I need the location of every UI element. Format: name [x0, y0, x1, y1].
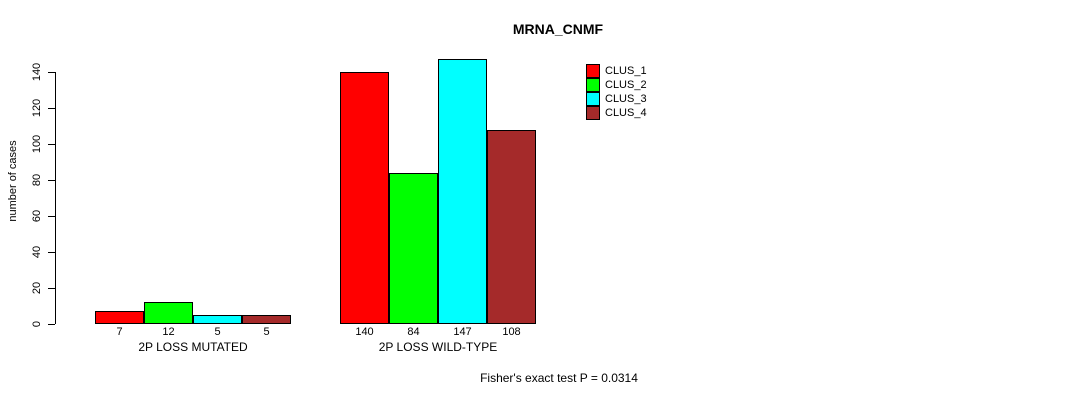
- y-tick: [48, 180, 55, 181]
- legend-label: CLUS_2: [605, 79, 647, 91]
- y-tick-label: 20: [31, 281, 43, 295]
- y-tick-label: 40: [31, 245, 43, 259]
- legend-swatch-clus_1: [586, 64, 600, 78]
- y-tick: [48, 324, 55, 325]
- bar-CLUS_4-mutated: [242, 315, 291, 324]
- bar-value-label: 84: [407, 326, 420, 338]
- y-tick: [48, 216, 55, 217]
- bar-CLUS_1-wildtype: [340, 72, 389, 324]
- bar-CLUS_4-wildtype: [487, 130, 536, 324]
- legend-item: CLUS_1: [586, 64, 647, 78]
- x-category-label: 2P LOSS WILD-TYPE: [378, 340, 498, 354]
- x-category-label: 2P LOSS MUTATED: [138, 340, 248, 354]
- bar-value-label: 147: [453, 326, 472, 338]
- chart-title: MRNA_CNMF: [512, 21, 604, 37]
- legend-item: CLUS_4: [586, 106, 647, 120]
- bar-CLUS_2-mutated: [144, 302, 193, 324]
- y-tick-label: 140: [31, 62, 43, 82]
- legend-item: CLUS_2: [586, 78, 647, 92]
- bar-CLUS_3-mutated: [193, 315, 242, 324]
- y-tick-label: 0: [31, 320, 43, 328]
- legend-swatch-clus_4: [586, 106, 600, 120]
- y-axis-label: number of cases: [7, 140, 19, 222]
- legend: CLUS_1 CLUS_2 CLUS_3 CLUS_4: [586, 64, 647, 120]
- legend-label: CLUS_4: [605, 107, 647, 119]
- bar-value-label: 7: [116, 326, 123, 338]
- bar-CLUS_3-wildtype: [438, 59, 487, 324]
- bar-value-label: 5: [214, 326, 221, 338]
- legend-label: CLUS_1: [605, 65, 647, 77]
- bar-CLUS_2-wildtype: [389, 173, 438, 324]
- y-axis-line: [55, 72, 56, 324]
- y-tick-label: 60: [31, 209, 43, 223]
- y-tick: [48, 252, 55, 253]
- bar-value-label: 12: [162, 326, 175, 338]
- bar-value-label: 140: [355, 326, 374, 338]
- y-tick: [48, 288, 55, 289]
- bar-value-label: 108: [502, 326, 521, 338]
- y-tick: [48, 72, 55, 73]
- y-tick-label: 80: [31, 173, 43, 187]
- y-tick: [48, 108, 55, 109]
- fisher-test-annotation: Fisher's exact test P = 0.0314: [480, 371, 638, 385]
- legend-swatch-clus_3: [586, 92, 600, 106]
- bar-CLUS_1-mutated: [95, 311, 144, 324]
- legend-item: CLUS_3: [586, 92, 647, 106]
- y-tick-label: 100: [31, 134, 43, 154]
- y-tick: [48, 144, 55, 145]
- legend-label: CLUS_3: [605, 93, 647, 105]
- bar-value-label: 5: [263, 326, 270, 338]
- y-tick-label: 120: [31, 98, 43, 118]
- legend-swatch-clus_2: [586, 78, 600, 92]
